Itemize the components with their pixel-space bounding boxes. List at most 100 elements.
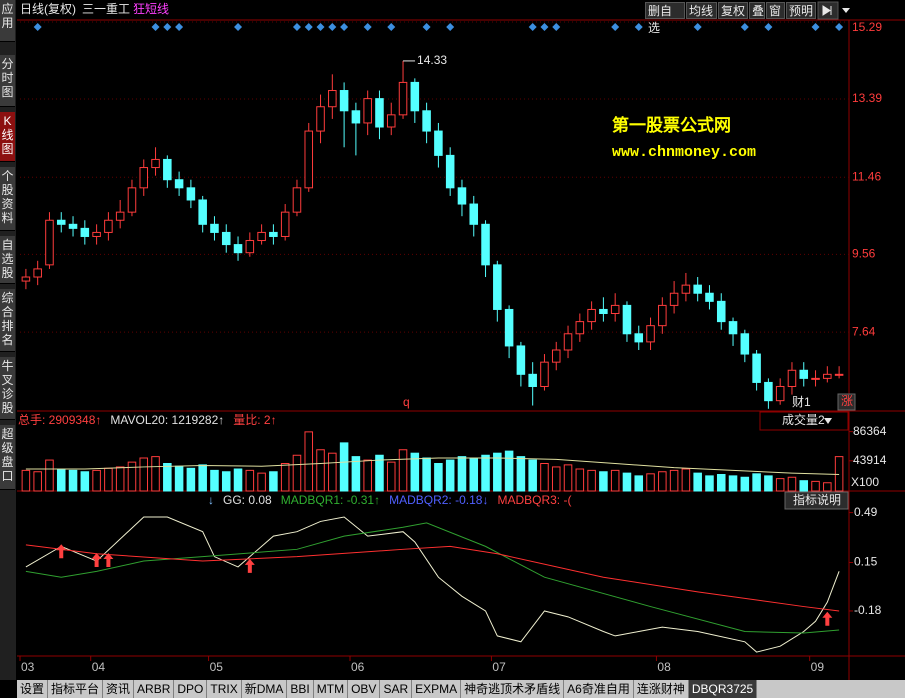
indicator-legend: 量比: 2↑ bbox=[233, 413, 276, 427]
volume-bar bbox=[469, 457, 479, 492]
indicator-tab[interactable]: 神奇逃顶术矛盾线 bbox=[461, 680, 565, 698]
indicator-tab[interactable]: MTM bbox=[314, 680, 349, 698]
dropdown-icon[interactable] bbox=[842, 8, 850, 13]
candle-body bbox=[681, 284, 691, 294]
indicator-tab[interactable]: EXPMA bbox=[412, 680, 462, 698]
candle-body bbox=[139, 167, 149, 189]
volume-bar bbox=[834, 456, 844, 492]
volume-bar bbox=[764, 475, 773, 492]
candle-body bbox=[174, 179, 184, 189]
event-marker bbox=[175, 23, 184, 31]
candle-body bbox=[363, 98, 372, 124]
indicator-line bbox=[25, 516, 840, 653]
volume-bar bbox=[669, 469, 679, 492]
indicator-tab[interactable]: 设置 bbox=[17, 680, 49, 698]
sidebar-tab[interactable]: 牛叉诊股 bbox=[0, 357, 15, 420]
candle-body bbox=[316, 106, 325, 132]
candle-body bbox=[375, 98, 384, 128]
indicator-tab[interactable]: 指标平台 bbox=[48, 680, 104, 698]
toolbar-button[interactable]: 复权 bbox=[718, 2, 748, 19]
candle-body bbox=[622, 304, 632, 335]
candle-body bbox=[163, 158, 172, 181]
candle-body bbox=[269, 231, 278, 237]
candle-body bbox=[127, 187, 137, 213]
indicator-help-button[interactable] bbox=[784, 491, 849, 510]
sidebar-tab[interactable]: 应用 bbox=[0, 0, 15, 42]
indicator-tab[interactable]: BBI bbox=[287, 680, 314, 698]
candle-body bbox=[811, 377, 820, 380]
indicator-tab[interactable]: 新DMA bbox=[242, 680, 288, 698]
candle-body bbox=[104, 219, 113, 233]
event-marker bbox=[151, 23, 160, 31]
indicator-tab[interactable]: ARBR bbox=[134, 680, 175, 698]
indicator-tab[interactable]: DPO bbox=[174, 680, 208, 698]
indicator-line bbox=[25, 544, 840, 612]
event-marker bbox=[304, 23, 313, 31]
indicator-tab[interactable]: TRIX bbox=[207, 680, 242, 698]
sidebar-tab[interactable]: K线图 bbox=[0, 112, 15, 162]
volume-bar bbox=[328, 452, 337, 492]
indicator-legend: 总手: 2909348↑ bbox=[18, 413, 101, 427]
rise-button[interactable] bbox=[837, 393, 856, 411]
toolbar-button[interactable]: 预明 bbox=[786, 2, 816, 19]
indicator-legend: MADBQR3: -( bbox=[497, 493, 571, 507]
sidebar-tab[interactable]: 分时图 bbox=[0, 55, 15, 107]
indicator-tab[interactable]: DBQR3725 bbox=[688, 680, 758, 698]
candle-body bbox=[33, 268, 42, 278]
volume-bar bbox=[705, 475, 714, 492]
volume-bar bbox=[163, 463, 172, 492]
indicator-legend: GG: 0.08 bbox=[223, 493, 272, 507]
x-tick-label: 06 bbox=[351, 660, 365, 674]
event-marker bbox=[33, 23, 42, 31]
volume-bar bbox=[92, 469, 101, 492]
candle-body bbox=[257, 231, 266, 242]
volume-bar bbox=[115, 466, 125, 492]
watermark-url: www.chnmoney.com bbox=[612, 144, 756, 161]
candle-body bbox=[221, 231, 231, 246]
annotation: 14.33 bbox=[417, 53, 447, 67]
volume-selector[interactable] bbox=[759, 411, 849, 431]
toolbar-button[interactable]: 均线 bbox=[686, 2, 717, 19]
candle-body bbox=[80, 227, 90, 237]
sidebar-tab[interactable]: 自选股 bbox=[0, 236, 15, 284]
sidebar-tab[interactable]: 超级盘口 bbox=[0, 425, 15, 490]
volume-bar bbox=[139, 457, 149, 492]
volume-bar bbox=[551, 466, 561, 492]
indicator-tab[interactable]: 资讯 bbox=[103, 680, 135, 698]
candle-body bbox=[799, 369, 809, 379]
formula-name: 狂短线 bbox=[133, 2, 169, 16]
event-marker bbox=[811, 23, 820, 31]
indicator-tab[interactable]: OBV bbox=[348, 680, 381, 698]
event-marker bbox=[316, 23, 325, 31]
volume-bar bbox=[787, 476, 797, 492]
indicator-line bbox=[25, 522, 840, 634]
volume-bar bbox=[504, 450, 514, 492]
sidebar-tab[interactable]: 个股资料 bbox=[0, 167, 15, 231]
candle-body bbox=[658, 304, 667, 327]
indicator-tab[interactable]: A6奇准自用 bbox=[564, 680, 634, 698]
volume-bar bbox=[693, 472, 702, 492]
candle-body bbox=[445, 154, 455, 189]
candle-body bbox=[740, 333, 750, 355]
candle-body bbox=[198, 199, 207, 225]
candle-body bbox=[56, 219, 66, 225]
candle-body bbox=[304, 130, 314, 189]
sidebar-tab[interactable]: 综合排名 bbox=[0, 289, 15, 352]
event-marker bbox=[387, 23, 396, 31]
toolbar-button[interactable]: 删自选 bbox=[645, 2, 685, 35]
y-tick-label: 9.56 bbox=[852, 246, 876, 260]
candle-body bbox=[540, 361, 549, 387]
candle-body bbox=[705, 292, 714, 302]
event-marker bbox=[528, 23, 537, 31]
rise-label: 涨 bbox=[841, 393, 853, 408]
indicator-tab[interactable]: SAR bbox=[380, 680, 413, 698]
watermark: 第一股票公式网 bbox=[612, 115, 731, 135]
toolbar-button[interactable]: 叠 bbox=[749, 2, 765, 19]
x-tick-label: 08 bbox=[657, 660, 671, 674]
volume-bar bbox=[80, 471, 90, 492]
indicator-tab[interactable]: 连涨财神 bbox=[634, 680, 689, 698]
toolbar-button[interactable]: 窗 bbox=[766, 2, 785, 19]
event-marker bbox=[328, 23, 337, 31]
volume-bar bbox=[245, 469, 255, 492]
indicator-legend: ↓ bbox=[208, 493, 214, 507]
